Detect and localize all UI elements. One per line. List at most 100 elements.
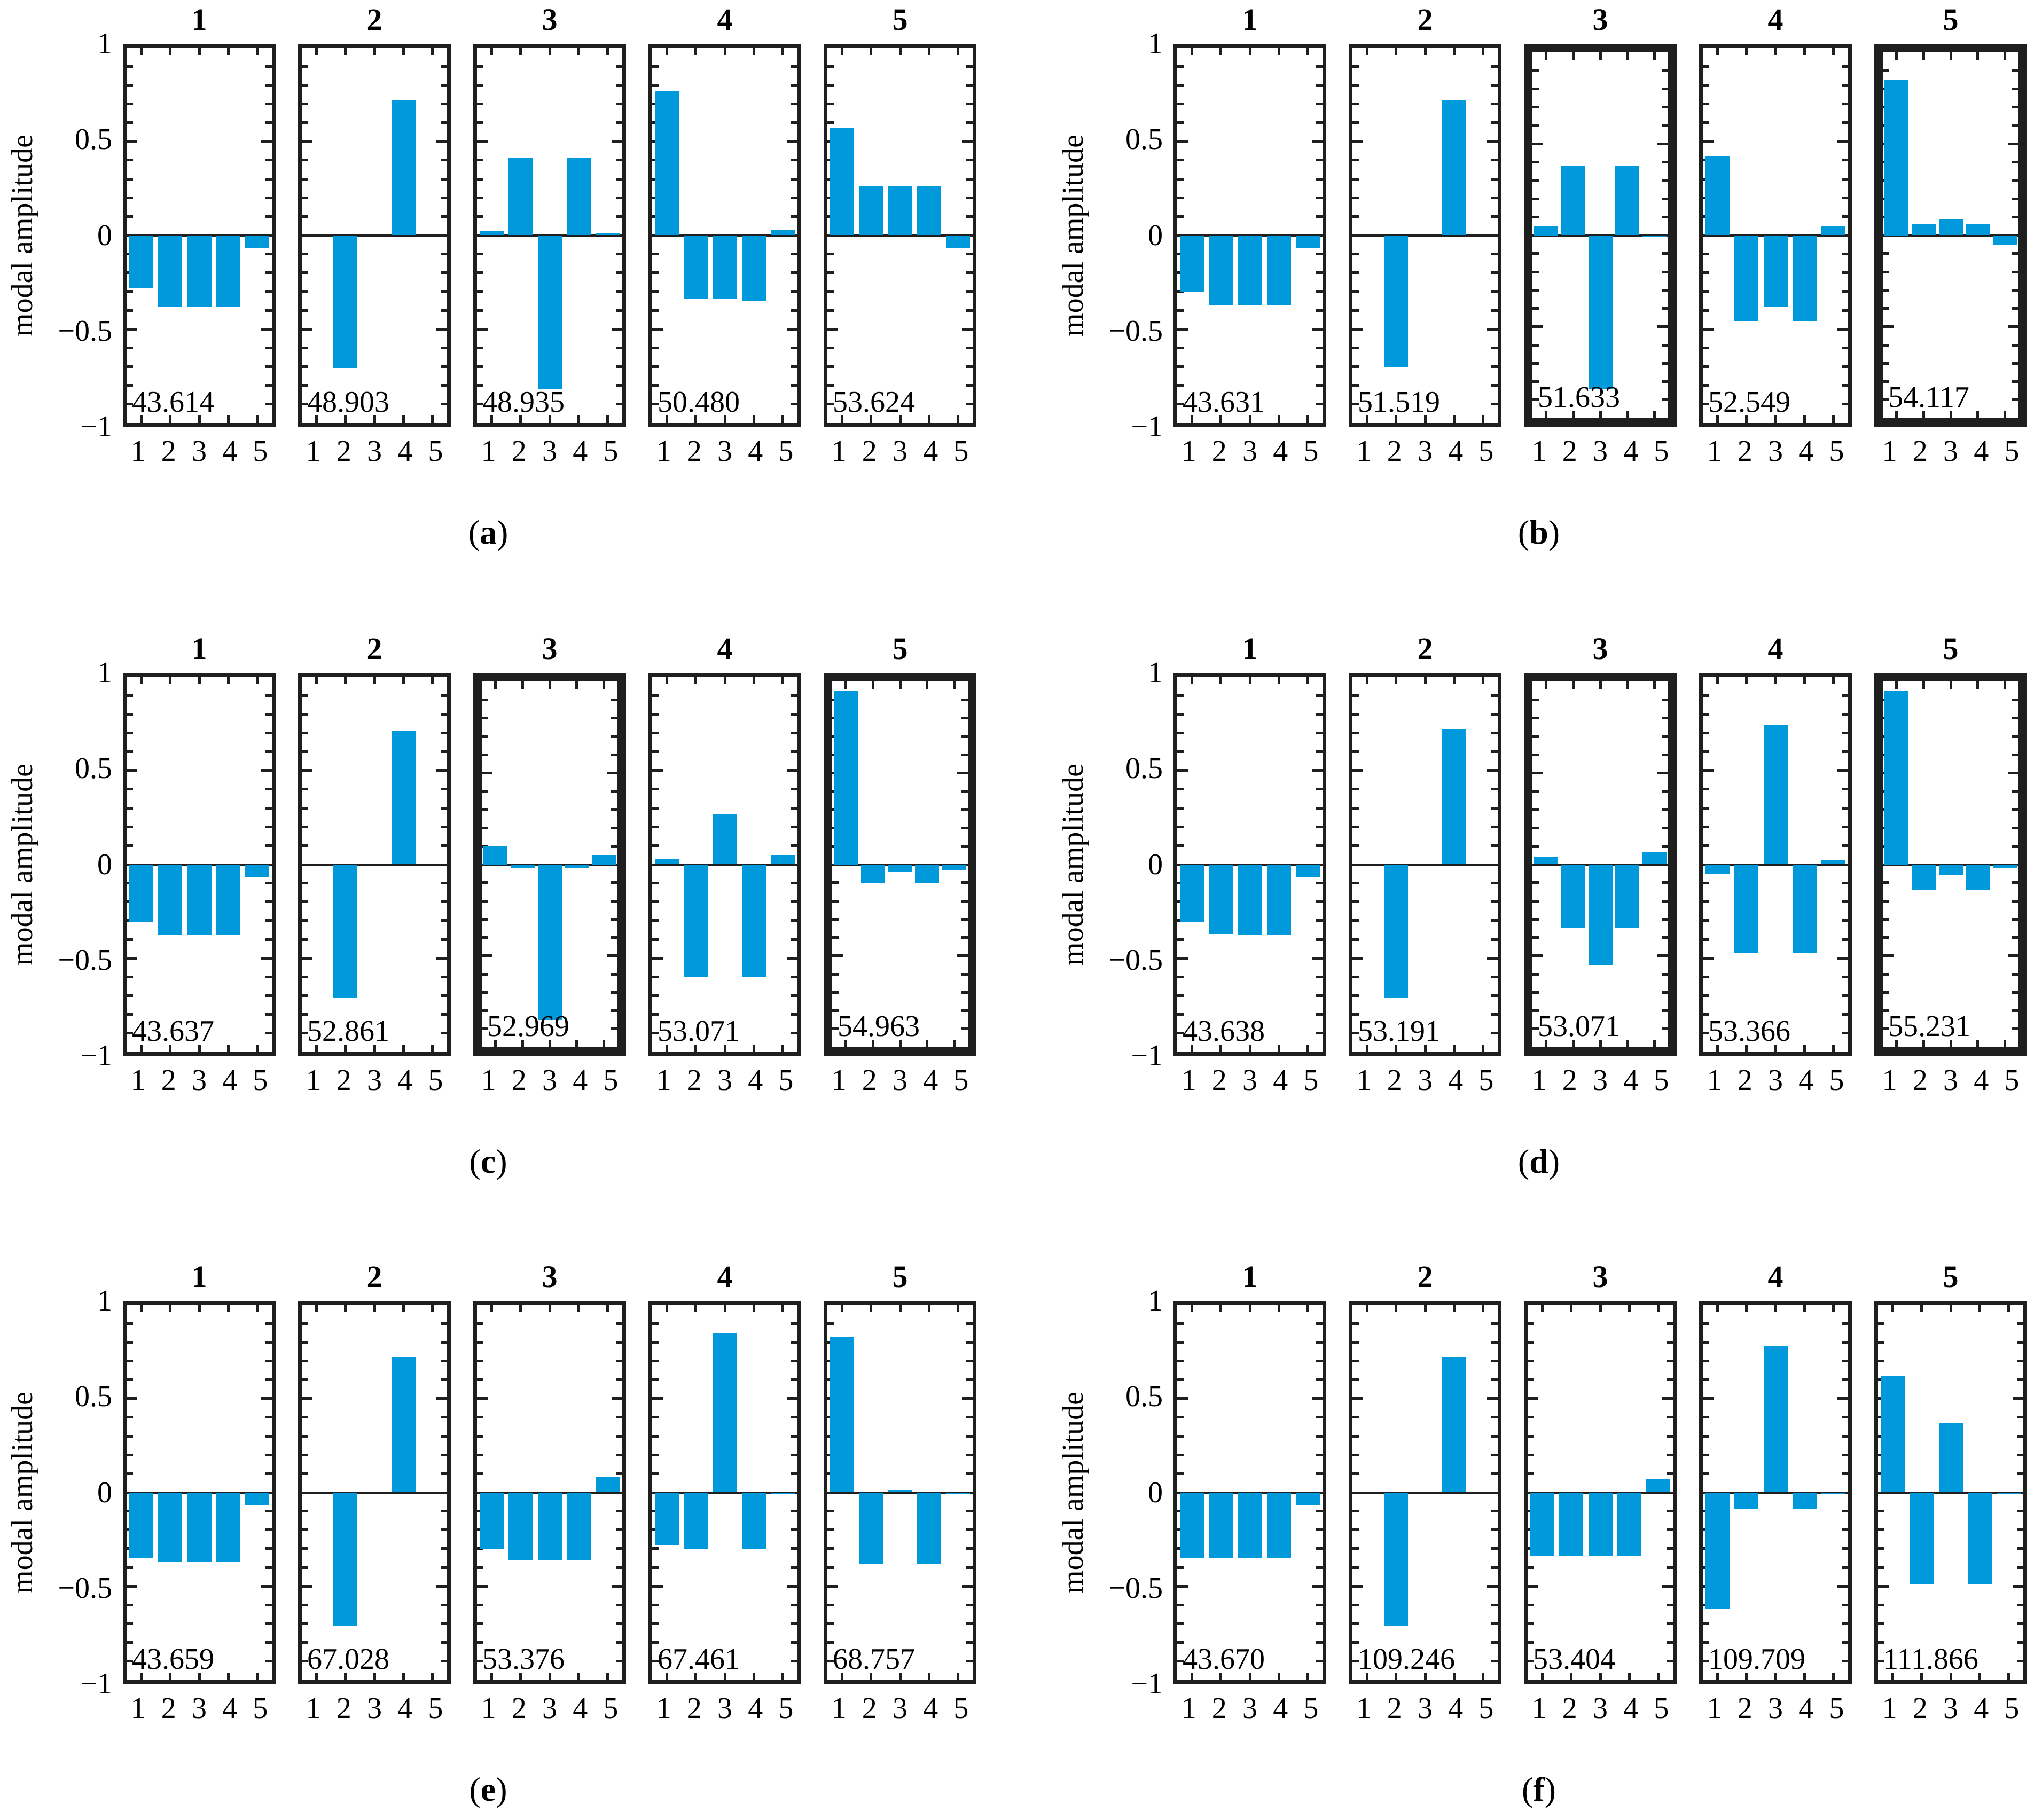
y-tick-mark bbox=[1667, 1660, 1673, 1663]
frequency-label: 43.670 bbox=[1183, 1643, 1265, 1676]
y-tick-mark bbox=[1316, 215, 1323, 218]
y-tick-label: 0.5 bbox=[75, 752, 112, 786]
y-tick-mark bbox=[1177, 65, 1184, 68]
x-tick-label: 2 bbox=[336, 1692, 351, 1725]
x-tick-mark bbox=[957, 1305, 960, 1312]
x-tick-mark bbox=[752, 677, 755, 684]
y-tick-mark bbox=[265, 1378, 272, 1382]
y-tick-mark bbox=[1352, 1547, 1359, 1550]
x-tick-mark bbox=[1803, 415, 1806, 423]
x-tick-label: 5 bbox=[1478, 435, 1494, 468]
bar-mode-5 bbox=[1642, 851, 1667, 865]
y-tick-mark bbox=[832, 881, 839, 884]
y-tick-mark bbox=[1491, 1510, 1498, 1513]
y-tick-mark bbox=[1491, 1641, 1498, 1644]
bar-mode-2 bbox=[684, 864, 708, 977]
bar-mode-3 bbox=[713, 235, 737, 299]
x-tick-mark bbox=[953, 681, 956, 689]
x-tick-mark bbox=[871, 1040, 874, 1047]
y-tick-mark bbox=[477, 271, 483, 274]
bar-mode-4 bbox=[1442, 100, 1466, 236]
y-tick-mark bbox=[1842, 1340, 1848, 1344]
y-tick-mark bbox=[477, 1397, 488, 1400]
y-tick-mark bbox=[827, 1603, 834, 1606]
x-tick-mark bbox=[1570, 1305, 1573, 1312]
y-tick-mark bbox=[961, 698, 968, 701]
y-tick-mark bbox=[1352, 121, 1359, 124]
y-tick-mark bbox=[477, 121, 483, 124]
y-tick-mark bbox=[616, 1322, 622, 1325]
y-tick-mark bbox=[127, 1340, 133, 1344]
subplot-title: 3 bbox=[1592, 2, 1608, 37]
y-tick-mark bbox=[616, 1416, 622, 1419]
x-tick-mark bbox=[315, 1045, 318, 1052]
y-tick-mark bbox=[1491, 1434, 1498, 1438]
y-tick-mark bbox=[265, 1528, 272, 1532]
x-tick-mark bbox=[402, 1045, 405, 1052]
x-tick-label: 2 bbox=[1562, 435, 1577, 468]
frequency-label: 50.480 bbox=[658, 386, 740, 419]
y-tick-mark bbox=[2017, 1510, 2023, 1513]
y-tick-mark bbox=[127, 956, 137, 960]
y-tick-mark bbox=[1352, 327, 1363, 331]
frequency-label: 43.614 bbox=[132, 386, 214, 419]
y-tick-mark bbox=[791, 1528, 797, 1532]
y-tick-mark bbox=[1528, 1416, 1534, 1419]
x-tick-mark bbox=[256, 415, 259, 423]
y-tick-mark bbox=[265, 1032, 272, 1035]
y-tick-mark bbox=[1662, 69, 1668, 72]
y-tick-mark bbox=[127, 1397, 137, 1400]
y-tick-mark bbox=[261, 140, 272, 143]
y-tick-mark bbox=[482, 753, 488, 756]
x-tick-label: 4 bbox=[748, 1064, 763, 1097]
y-tick-mark bbox=[1883, 69, 1889, 72]
y-tick-mark bbox=[616, 196, 622, 199]
y-tick-mark bbox=[441, 844, 447, 847]
y-tick-mark bbox=[607, 954, 617, 958]
x-tick-label: 2 bbox=[1912, 435, 1928, 468]
y-tick-mark bbox=[1532, 179, 1539, 182]
x-tick-label: 3 bbox=[1593, 435, 1608, 468]
x-tick-mark bbox=[781, 1305, 785, 1312]
y-tick-mark bbox=[477, 290, 483, 293]
y-tick-mark bbox=[265, 102, 272, 105]
x-tick-label: 1 bbox=[1707, 1692, 1722, 1725]
y-tick-mark bbox=[827, 1510, 834, 1513]
x-tick-mark bbox=[957, 48, 960, 55]
y-tick-mark bbox=[302, 102, 308, 105]
bar-mode-1 bbox=[1705, 1492, 1730, 1609]
y-tick-mark bbox=[1703, 102, 1709, 105]
y-tick-mark bbox=[302, 215, 308, 218]
y-tick-label: 1 bbox=[97, 656, 112, 689]
x-tick-label: 2 bbox=[1737, 1692, 1752, 1725]
y-tick-mark bbox=[1703, 121, 1709, 124]
y-tick-mark bbox=[966, 1566, 973, 1569]
bar-mode-5 bbox=[771, 1492, 795, 1494]
y-tick-mark bbox=[966, 65, 973, 68]
y-tick-mark bbox=[1491, 1359, 1498, 1362]
x-tick-label: 4 bbox=[1974, 1692, 1989, 1725]
subplot-b-4: 52.549 bbox=[1699, 44, 1852, 427]
x-tick-label: 4 bbox=[222, 1064, 238, 1097]
x-tick-mark bbox=[665, 415, 668, 423]
y-tick-mark bbox=[616, 1510, 622, 1513]
y-tick-mark bbox=[127, 327, 137, 331]
bar-mode-4 bbox=[1792, 864, 1817, 953]
x-tick-mark bbox=[373, 415, 376, 423]
y-tick-mark bbox=[1177, 403, 1184, 406]
x-tick-label: 5 bbox=[953, 1064, 969, 1097]
bar-mode-3 bbox=[1238, 864, 1262, 935]
y-tick-mark bbox=[265, 938, 272, 941]
y-tick-mark bbox=[1177, 215, 1184, 218]
y-tick-mark bbox=[265, 975, 272, 978]
x-tick-label: 2 bbox=[862, 1064, 877, 1097]
y-tick-mark bbox=[966, 1622, 973, 1626]
x-tick-label: 1 bbox=[481, 435, 496, 468]
x-tick-mark bbox=[519, 1305, 522, 1312]
x-tick-label: 4 bbox=[573, 1692, 588, 1725]
bar-mode-3 bbox=[537, 235, 562, 389]
y-tick-mark bbox=[1177, 196, 1184, 199]
y-tick-mark bbox=[832, 1027, 839, 1031]
y-tick-mark bbox=[616, 177, 622, 181]
caption-paren: ) bbox=[1544, 1770, 1556, 1808]
